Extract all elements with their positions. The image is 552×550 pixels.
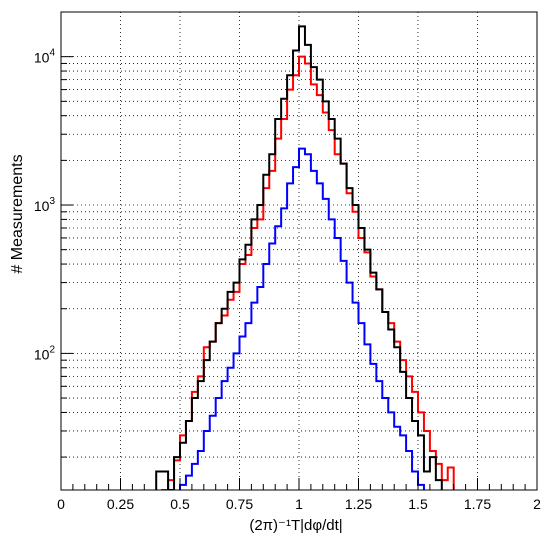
- x-tick-label: 1.25: [345, 496, 372, 512]
- y-axis-label: # Measurements: [9, 154, 26, 273]
- x-tick-label: 0.75: [226, 496, 253, 512]
- x-tick-label: 0: [57, 496, 65, 512]
- x-tick-label: 2: [533, 496, 541, 512]
- axes: 0 0.25 0.5 0.75 1 1.25 1.5 1.75 2 102 103 104: [34, 48, 541, 512]
- x-tick-label: 1.5: [408, 496, 428, 512]
- plot-area: [155, 25, 455, 490]
- y-tick-label: 104: [34, 48, 56, 66]
- histogram-series-3: [179, 147, 425, 490]
- x-tick-label: 1.75: [464, 496, 491, 512]
- grid-lines: [61, 12, 537, 490]
- y-tick-label: 102: [34, 344, 56, 362]
- y-tick-label: 103: [34, 196, 56, 214]
- x-tick-label: 0.25: [107, 496, 134, 512]
- x-axis-label: (2π)⁻¹T|dφ/dt|: [249, 517, 342, 534]
- x-tick-label: 0.5: [170, 496, 190, 512]
- x-tick-label: 1: [295, 496, 303, 512]
- histogram-series-2: [155, 25, 443, 490]
